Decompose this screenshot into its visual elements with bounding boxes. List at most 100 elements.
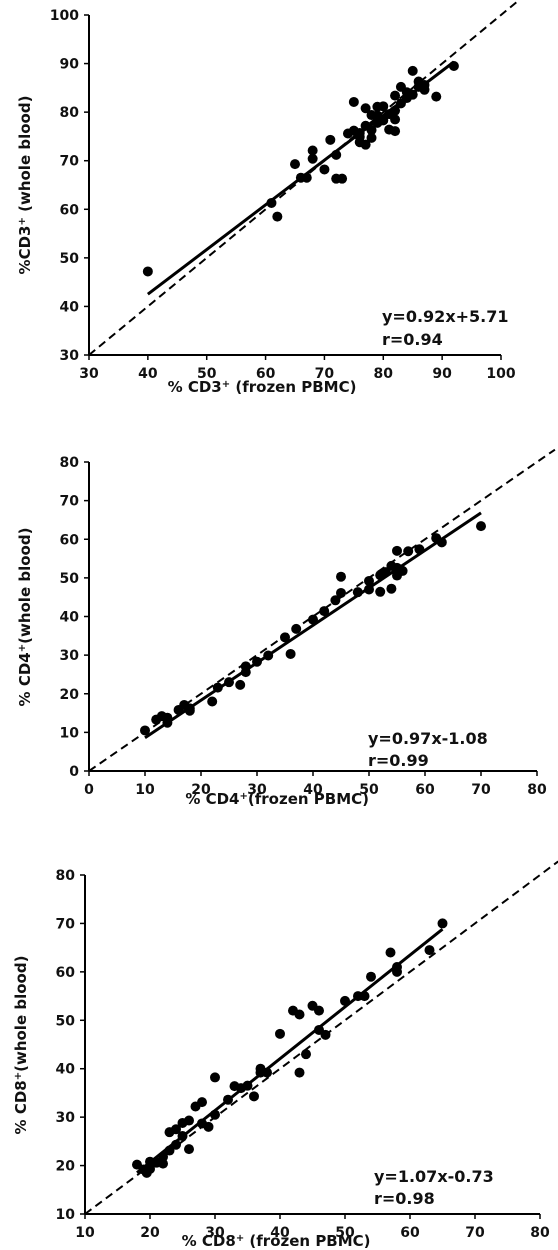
y-tick-label: 70 bbox=[60, 154, 80, 170]
data-point bbox=[392, 545, 402, 556]
data-point bbox=[184, 1115, 194, 1126]
x-tick-label: 30 bbox=[247, 782, 267, 798]
data-point bbox=[171, 1139, 181, 1150]
y-tick-label: 20 bbox=[56, 1159, 76, 1175]
data-point bbox=[272, 211, 283, 222]
x-tick-label: 30 bbox=[205, 1225, 225, 1241]
y-tick-label: 0 bbox=[69, 764, 79, 780]
data-point bbox=[197, 1097, 207, 1108]
y-tick-label: 40 bbox=[60, 299, 80, 315]
data-point bbox=[330, 595, 341, 606]
chart-panel-cd8: 10 20 30 40 50 60 70 80 10 20 30 40 50 60 70 80 y=1.07x-… bbox=[12, 860, 558, 1250]
data-point bbox=[301, 1049, 311, 1060]
y-tick-label: 40 bbox=[56, 1062, 76, 1078]
x-tick-label: 30 bbox=[79, 366, 99, 382]
y-tick-label: 30 bbox=[60, 648, 80, 664]
data-point bbox=[390, 105, 401, 116]
data-point bbox=[378, 115, 389, 126]
regression-line bbox=[144, 511, 482, 739]
x-tick-label: 50 bbox=[335, 1225, 355, 1241]
data-point bbox=[263, 650, 274, 661]
data-point bbox=[359, 991, 370, 1002]
data-point bbox=[262, 1067, 272, 1078]
data-point bbox=[476, 521, 486, 532]
y-tick-label: 30 bbox=[56, 1110, 76, 1126]
data-point bbox=[436, 537, 447, 548]
data-point bbox=[390, 126, 401, 137]
data-point bbox=[360, 103, 371, 114]
data-point bbox=[431, 91, 442, 102]
data-point bbox=[140, 725, 150, 736]
x-axis-label: % CD4+(frozen PBMC) bbox=[185, 790, 369, 808]
data-point bbox=[336, 571, 346, 582]
data-point bbox=[385, 947, 396, 958]
data-point bbox=[407, 89, 418, 100]
data-point bbox=[320, 1029, 331, 1040]
data-point bbox=[207, 696, 218, 707]
data-point bbox=[403, 546, 414, 557]
x-tick-label: 20 bbox=[191, 782, 211, 798]
data-point bbox=[145, 1163, 155, 1174]
y-tick-label: 70 bbox=[56, 916, 76, 932]
x-tick-label: 70 bbox=[315, 366, 335, 382]
y-tick-label: 20 bbox=[60, 687, 80, 703]
x-axis-label: % CD3+ (frozen PBMC) bbox=[168, 378, 357, 396]
data-point bbox=[378, 101, 389, 112]
y-tick-label: 60 bbox=[60, 532, 80, 548]
data-point bbox=[266, 197, 277, 208]
y-axis-label: % CD4+(whole blood) bbox=[16, 528, 34, 707]
y-tick-label: 80 bbox=[56, 868, 76, 884]
data-point bbox=[294, 1067, 305, 1078]
data-point bbox=[331, 149, 342, 160]
data-point bbox=[203, 1121, 214, 1132]
x-tick-label: 90 bbox=[432, 366, 452, 382]
data-point bbox=[360, 139, 371, 150]
y-tick-label: 70 bbox=[60, 494, 80, 510]
x-tick-label: 80 bbox=[527, 782, 547, 798]
data-point bbox=[171, 1124, 181, 1135]
x-tick-label: 80 bbox=[374, 366, 394, 382]
data-point bbox=[249, 1091, 259, 1102]
data-point bbox=[448, 61, 459, 71]
data-point bbox=[184, 1144, 194, 1155]
data-point bbox=[308, 614, 318, 625]
chart-panel-cd3: 30 40 50 60 70 80 90 100 30 40 50 60 70 80 90 100 y=0.92… bbox=[16, 0, 519, 396]
data-point bbox=[294, 1009, 305, 1020]
x-tick-label: 70 bbox=[465, 1225, 485, 1241]
data-point bbox=[307, 145, 318, 156]
data-point bbox=[314, 1005, 324, 1016]
x-tick-label: 40 bbox=[303, 782, 323, 798]
data-point bbox=[210, 1072, 220, 1083]
data-point bbox=[290, 159, 300, 170]
correlation-text: r=0.99 bbox=[368, 751, 429, 770]
y-tick-label: 80 bbox=[60, 105, 80, 121]
data-point bbox=[354, 128, 365, 139]
x-tick-label: 50 bbox=[359, 782, 379, 798]
x-tick-label: 50 bbox=[197, 366, 217, 382]
data-point bbox=[224, 677, 234, 688]
y-tick-label: 10 bbox=[60, 725, 80, 741]
data-point bbox=[235, 679, 246, 690]
y-tick-label: 10 bbox=[56, 1207, 76, 1223]
data-point bbox=[352, 587, 363, 598]
data-point bbox=[337, 173, 348, 184]
data-point bbox=[162, 712, 173, 723]
y-tick-label: 50 bbox=[60, 251, 80, 267]
correlation-text: r=0.98 bbox=[374, 1189, 435, 1208]
data-point bbox=[212, 682, 223, 693]
x-tick-label: 70 bbox=[471, 782, 491, 798]
x-tick-label: 20 bbox=[140, 1225, 160, 1241]
data-point bbox=[390, 114, 401, 125]
data-point bbox=[336, 587, 346, 598]
x-tick-label: 60 bbox=[400, 1225, 420, 1241]
x-tick-label: 10 bbox=[75, 1225, 95, 1241]
data-point bbox=[240, 661, 251, 672]
data-point bbox=[280, 632, 290, 643]
y-axis-label: %CD3+ (whole blood) bbox=[16, 96, 34, 275]
data-point bbox=[424, 945, 435, 956]
y-tick-label: 100 bbox=[50, 8, 79, 24]
x-tick-label: 80 bbox=[530, 1225, 550, 1241]
data-point bbox=[340, 995, 350, 1006]
